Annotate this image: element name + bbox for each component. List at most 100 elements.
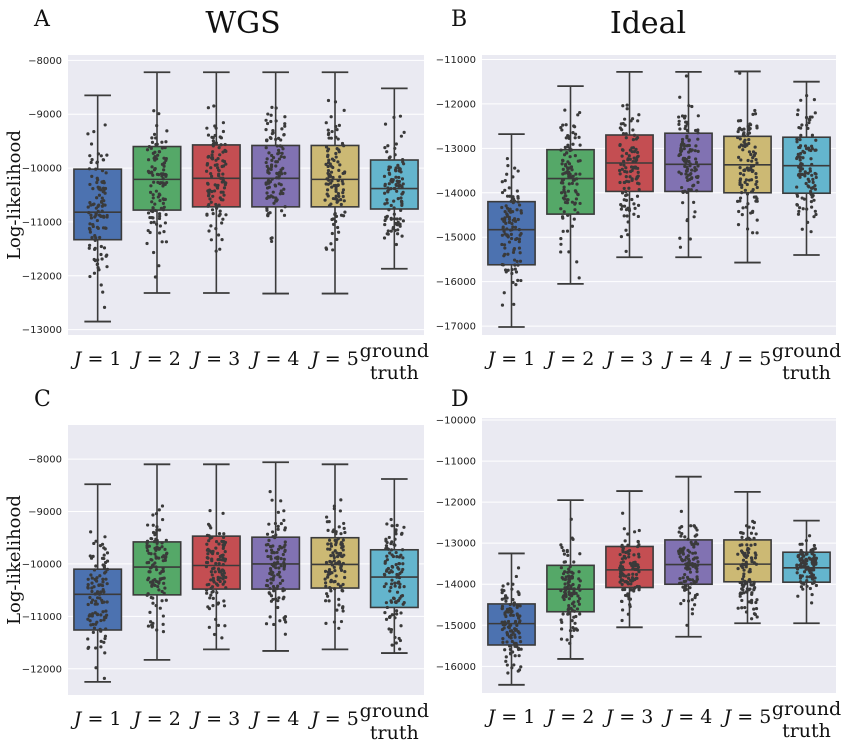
strip-point (506, 582, 510, 586)
y-tick-label: −9000 (28, 110, 62, 121)
strip-point (798, 580, 803, 584)
strip-point (383, 122, 388, 126)
strip-point (330, 571, 334, 575)
strip-point (393, 600, 398, 604)
strip-point (264, 549, 269, 553)
strip-point (578, 597, 582, 601)
strip-point (283, 526, 287, 530)
strip-point (398, 222, 402, 226)
strip-point (99, 639, 103, 643)
strip-point (393, 584, 397, 588)
strip-point (696, 180, 700, 184)
strip-point (336, 183, 340, 187)
strip-point (207, 539, 211, 543)
strip-point (806, 146, 811, 150)
strip-point (90, 586, 94, 590)
strip-point (510, 666, 514, 670)
strip-point (102, 246, 107, 250)
y-tick-label: −13000 (436, 144, 476, 155)
strip-point (636, 214, 640, 219)
strip-point (223, 183, 227, 187)
strip-point (743, 605, 747, 610)
strip-point (283, 549, 287, 553)
strip-point (151, 206, 155, 210)
strip-point (795, 137, 799, 141)
strip-point (273, 597, 278, 601)
strip-point (390, 524, 394, 528)
strip-point (577, 577, 581, 581)
strip-point (738, 171, 743, 176)
strip-point (559, 566, 563, 570)
strip-point (329, 242, 333, 246)
strip-point (576, 594, 580, 598)
strip-point (753, 112, 758, 116)
strip-point (800, 227, 804, 231)
strip-point (561, 181, 565, 185)
strip-point (402, 601, 406, 605)
strip-point (88, 619, 92, 623)
strip-point (511, 195, 515, 199)
strip-point (683, 586, 687, 591)
strip-point (563, 145, 567, 150)
strip-point (282, 518, 286, 522)
strip-point (276, 152, 280, 156)
strip-point (578, 588, 582, 592)
strip-point (276, 547, 281, 551)
strip-point (503, 178, 507, 183)
strip-point (384, 539, 388, 543)
panel-letter: B (451, 7, 467, 32)
strip-point (343, 570, 347, 574)
strip-point (680, 137, 685, 142)
strip-point (686, 557, 691, 561)
strip-point (618, 126, 622, 130)
strip-point (503, 268, 508, 272)
strip-point (576, 193, 580, 197)
strip-point (747, 150, 752, 154)
strip-point (331, 248, 335, 252)
strip-point (216, 156, 220, 161)
strip-point (799, 151, 803, 156)
strip-point (755, 185, 759, 190)
category-label: J = 2 (543, 706, 595, 728)
strip-point (689, 176, 694, 181)
strip-point (278, 581, 282, 586)
strip-point (519, 278, 523, 283)
strip-point (402, 525, 406, 529)
strip-point (515, 189, 519, 193)
strip-point (100, 169, 105, 173)
strip-point (519, 209, 523, 213)
strip-point (753, 556, 758, 560)
strip-point (564, 136, 568, 140)
strip-point (632, 212, 636, 216)
strip-point (327, 520, 331, 524)
strip-point (326, 98, 331, 103)
strip-point (518, 614, 522, 618)
strip-point (103, 123, 107, 127)
y-tick-label: −12000 (22, 664, 62, 675)
strip-point (574, 177, 579, 181)
strip-point (276, 573, 280, 577)
strip-point (209, 174, 214, 178)
strip-point (268, 490, 272, 494)
strip-point (153, 202, 157, 206)
strip-point (681, 552, 685, 556)
strip-point (621, 548, 625, 552)
strip-point (502, 588, 506, 593)
box-6 (369, 87, 419, 270)
strip-point (383, 146, 387, 150)
strip-point (205, 542, 209, 546)
strip-point (511, 597, 515, 602)
strip-point (513, 166, 517, 170)
strip-point (572, 609, 577, 613)
strip-point (813, 209, 817, 213)
strip-point (392, 115, 396, 119)
plot-area (482, 418, 836, 693)
strip-point (746, 158, 750, 163)
strip-point (695, 189, 699, 193)
strip-point (797, 145, 801, 150)
strip-point (222, 532, 226, 536)
strip-point (753, 542, 757, 547)
box-3 (191, 71, 241, 294)
strip-point (743, 144, 747, 149)
strip-point (810, 115, 814, 119)
